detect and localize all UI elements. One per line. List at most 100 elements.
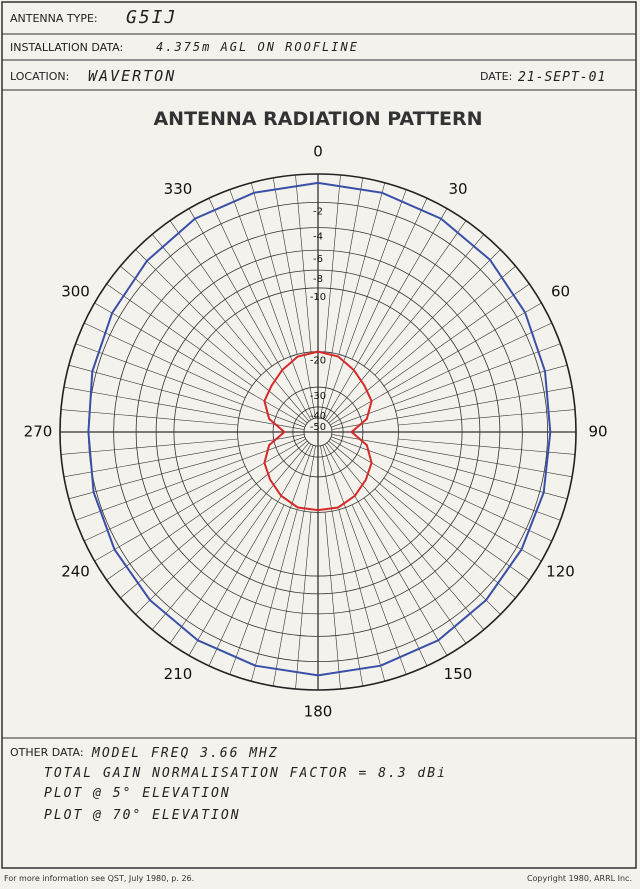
- field-value: G5IJ: [126, 7, 177, 28]
- field-label: DATE:: [480, 70, 512, 83]
- spoke: [331, 436, 561, 521]
- polar-chart: -2 -4 -6 -8 -10 -20 -30 -40-50 0 30 60 90 120 150 180 2…: [24, 143, 608, 721]
- spoke: [383, 477, 530, 581]
- spoke: [395, 364, 568, 412]
- note: PLOT @ 70° ELEVATION: [44, 808, 241, 823]
- spoke: [84, 465, 246, 542]
- field-value: WAVERTON: [88, 67, 176, 85]
- angle-tick-label: 120: [546, 563, 575, 581]
- r-tick-label: -20: [310, 356, 326, 367]
- grid-circle: [292, 406, 344, 458]
- r-tick-label: -6: [313, 254, 323, 265]
- spoke: [94, 302, 307, 426]
- spoke: [328, 265, 516, 424]
- r-tick-label: -2: [313, 206, 323, 217]
- spoke: [326, 442, 485, 630]
- field-label: ANTENNA TYPE:: [10, 12, 98, 25]
- outer-ring: [59, 173, 577, 691]
- spoke: [272, 445, 316, 687]
- spoke: [374, 249, 501, 376]
- spoke: [120, 265, 308, 424]
- angle-tick-label: 90: [588, 423, 607, 441]
- spoke: [94, 438, 307, 562]
- spoke: [395, 452, 568, 500]
- spoke: [63, 386, 305, 430]
- spoke: [229, 189, 314, 419]
- footer-note: Copyright 1980, ARRL Inc.: [527, 874, 632, 883]
- field-label: INSTALLATION DATA:: [10, 41, 123, 54]
- spoke: [363, 497, 467, 644]
- spoke: [68, 364, 241, 412]
- angle-tick-label: 150: [444, 665, 473, 683]
- spoke: [151, 442, 310, 630]
- grid-circle: [135, 249, 501, 615]
- angle-tick-label: 60: [551, 283, 570, 301]
- r-tick-label: -8: [313, 274, 323, 285]
- spoke: [106, 477, 253, 581]
- grid-circle: [237, 351, 399, 513]
- spoke: [135, 249, 262, 376]
- spoke: [390, 322, 552, 399]
- spoke: [75, 436, 305, 521]
- form-border: [1, 1, 637, 869]
- angle-tick-label: 240: [61, 563, 90, 581]
- chart-title: ANTENNA RADIATION PATTERN: [153, 108, 482, 130]
- spoke: [329, 438, 542, 562]
- r-tick-label: -50: [310, 422, 326, 433]
- spoke: [331, 386, 573, 430]
- spoke: [188, 208, 312, 421]
- spoke: [363, 220, 467, 367]
- spoke: [75, 343, 305, 428]
- spoke: [169, 497, 273, 644]
- grid-circle: [173, 287, 463, 577]
- spoke: [250, 182, 298, 355]
- spoke: [63, 434, 305, 478]
- angle-tick-label: 330: [164, 180, 193, 198]
- pattern-line: [87, 181, 552, 677]
- angle-tick-label: 0: [313, 143, 323, 161]
- r-tick-label: -40: [310, 411, 326, 422]
- grid-circle: [303, 417, 333, 447]
- spoke: [84, 322, 246, 399]
- spoke: [324, 443, 448, 656]
- spoke: [250, 509, 298, 682]
- field-value: 21-SEPT-01: [518, 70, 606, 85]
- spoke: [208, 504, 285, 666]
- angle-tick-label: 30: [448, 180, 467, 198]
- spoke: [169, 220, 273, 367]
- spoke: [324, 208, 448, 421]
- spoke: [331, 434, 573, 478]
- r-tick-label: -30: [310, 391, 326, 402]
- spoke: [60, 438, 238, 455]
- field-value: 4.375m AGL ON ROOFLINE: [156, 40, 359, 54]
- spoke: [390, 465, 552, 542]
- grid-circle: [113, 227, 523, 637]
- grid-circle: [272, 386, 364, 478]
- r-tick-label: -4: [313, 232, 323, 243]
- note: TOTAL GAIN NORMALISATION FACTOR = 8.3 dB…: [44, 766, 447, 781]
- spoke: [322, 189, 407, 419]
- r-tick-label: -10: [310, 292, 326, 303]
- spoke: [338, 509, 386, 682]
- spoke: [329, 302, 542, 426]
- spoke: [324, 512, 341, 690]
- grid-circle: [155, 269, 481, 595]
- spoke: [398, 409, 576, 426]
- spoke: [320, 445, 364, 687]
- spoke: [383, 283, 530, 387]
- field-label: LOCATION:: [10, 70, 69, 83]
- spoke: [398, 438, 576, 455]
- spoke: [229, 445, 314, 675]
- spoke: [135, 488, 262, 615]
- spoke: [208, 198, 285, 360]
- spoke: [106, 283, 253, 387]
- spoke: [326, 234, 485, 422]
- spoke: [328, 440, 516, 599]
- spoke: [272, 177, 316, 419]
- spoke: [338, 182, 386, 355]
- spoke: [351, 198, 428, 360]
- angle-tick-label: 180: [304, 703, 333, 721]
- note: PLOT @ 5° ELEVATION: [44, 786, 231, 801]
- spoke: [151, 234, 310, 422]
